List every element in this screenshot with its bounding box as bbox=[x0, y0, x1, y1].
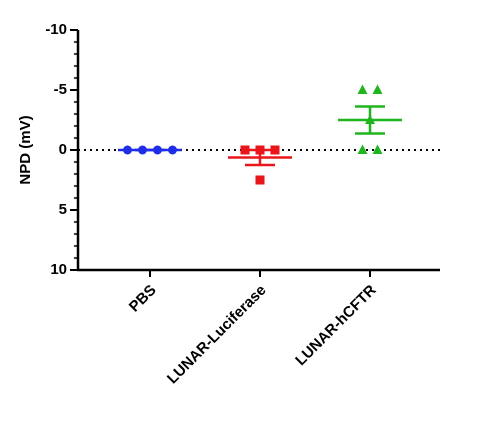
x-tick-label: PBS bbox=[126, 282, 160, 316]
y-tick-label: 5 bbox=[59, 201, 67, 218]
data-point bbox=[153, 145, 162, 155]
data-point bbox=[270, 145, 280, 155]
data-point bbox=[372, 144, 383, 154]
data-point bbox=[168, 145, 177, 155]
x-tick-label: LUNAR-Luciferase bbox=[164, 282, 270, 388]
data-point bbox=[123, 145, 132, 155]
data-point bbox=[255, 145, 265, 155]
y-tick-label: 10 bbox=[50, 261, 67, 278]
data-point bbox=[357, 144, 368, 154]
y-tick-label: -5 bbox=[54, 81, 67, 98]
x-tick-label: LUNAR-hCFTR bbox=[292, 281, 380, 369]
y-tick-label: 0 bbox=[59, 141, 67, 158]
data-point bbox=[365, 114, 375, 124]
y-tick-label: -10 bbox=[45, 21, 67, 38]
y-axis-label: NPD (mV) bbox=[17, 115, 34, 184]
data-point bbox=[240, 145, 250, 155]
data-point bbox=[357, 84, 368, 94]
data-point bbox=[255, 175, 265, 185]
data-point bbox=[372, 84, 383, 94]
data-point bbox=[138, 145, 147, 155]
